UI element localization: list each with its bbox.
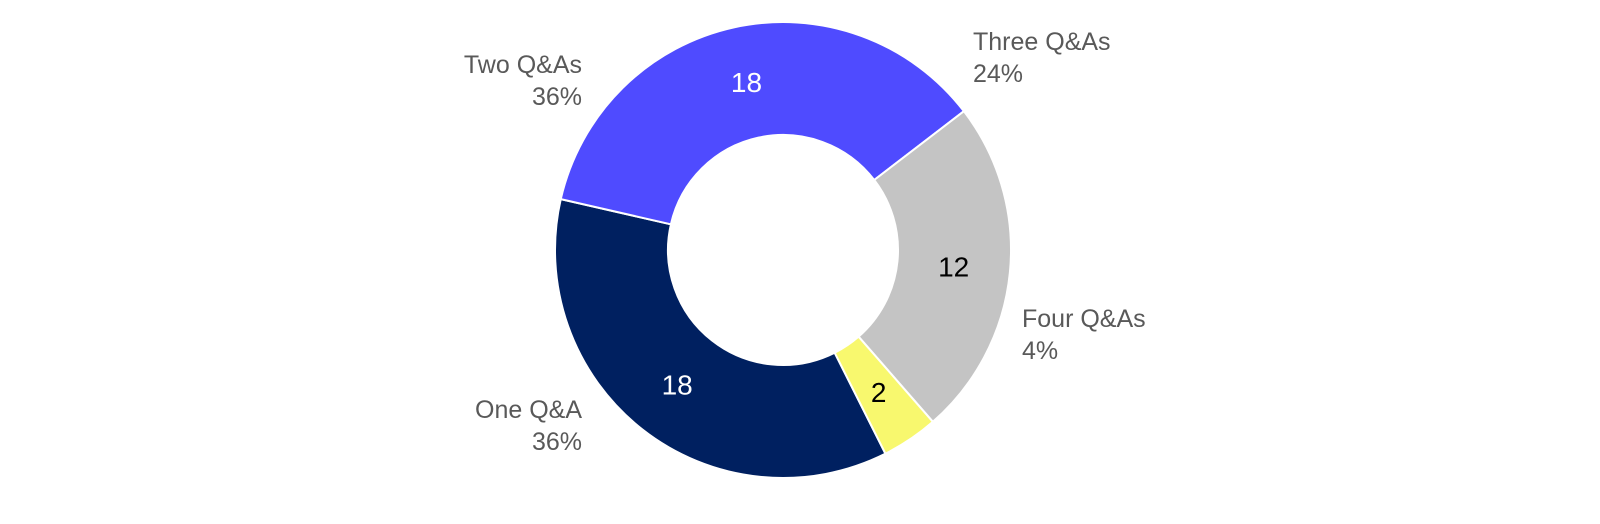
slice-two-qandas	[559, 21, 966, 226]
category-label-two-qandas: Two Q&As 36%	[464, 51, 582, 111]
donut-slices	[554, 21, 1012, 479]
category-percent-one-qanda: 36%	[532, 428, 582, 456]
value-label-one-qanda: 18	[662, 369, 693, 400]
category-name-three-qandas: Three Q&As	[973, 28, 1111, 56]
value-label-three-qandas: 12	[938, 252, 969, 283]
slice-three-qandas	[857, 109, 1012, 424]
value-label-two-qandas: 18	[731, 67, 762, 98]
slice-one-qanda	[554, 197, 887, 479]
category-name-one-qanda: One Q&A	[475, 396, 582, 424]
category-name-four-qandas: Four Q&As	[1022, 305, 1146, 333]
category-percent-four-qandas: 4%	[1022, 337, 1058, 365]
category-percent-two-qandas: 36%	[532, 83, 582, 111]
category-label-one-qanda: One Q&A 36%	[475, 396, 582, 456]
slice-four-qandas	[833, 335, 935, 456]
value-label-four-qandas: 2	[871, 377, 887, 408]
category-label-three-qandas: Three Q&As 24%	[973, 28, 1111, 88]
category-name-two-qandas: Two Q&As	[464, 51, 582, 79]
category-percent-three-qandas: 24%	[973, 60, 1023, 88]
donut-value-labels: 18 18 12 2	[662, 67, 970, 408]
donut-category-labels: One Q&A 36%Two Q&As 36%Three Q&As 24%Four Q…	[464, 28, 1146, 456]
category-label-four-qandas: Four Q&As 4%	[1022, 305, 1146, 365]
